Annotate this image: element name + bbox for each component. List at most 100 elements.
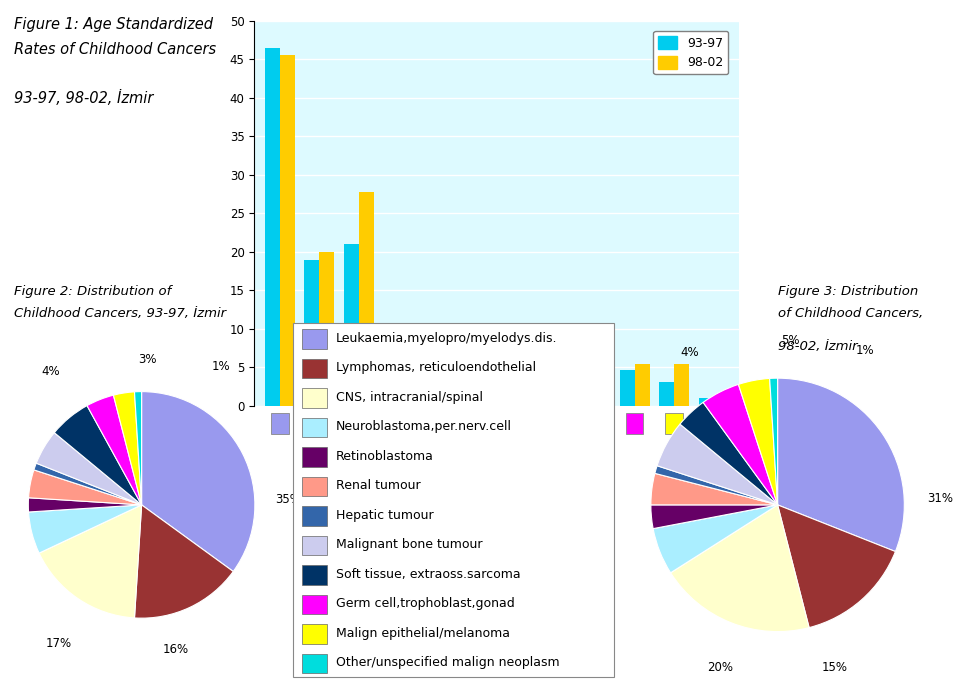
Text: 3%: 3%	[594, 547, 612, 559]
Text: 4%: 4%	[681, 346, 699, 359]
Wedge shape	[703, 384, 778, 505]
Text: 93-97, 98-02, İzmir: 93-97, 98-02, İzmir	[14, 90, 154, 106]
Wedge shape	[55, 405, 142, 505]
Bar	[398, 323, 413, 406]
FancyBboxPatch shape	[429, 412, 446, 434]
Wedge shape	[134, 391, 142, 505]
Text: Figure 2: Distribution of: Figure 2: Distribution of	[14, 285, 172, 298]
Bar	[320, 252, 334, 406]
FancyBboxPatch shape	[311, 412, 328, 434]
FancyBboxPatch shape	[293, 323, 614, 677]
Wedge shape	[738, 378, 778, 505]
Wedge shape	[29, 505, 142, 553]
Bar	[280, 56, 295, 406]
FancyBboxPatch shape	[587, 412, 604, 434]
Wedge shape	[39, 505, 142, 618]
Text: Rates of Childhood Cancers: Rates of Childhood Cancers	[14, 42, 217, 57]
Wedge shape	[657, 424, 778, 505]
Wedge shape	[778, 378, 904, 552]
Wedge shape	[141, 391, 254, 571]
Wedge shape	[653, 505, 778, 573]
Text: Figure 3: Distribution: Figure 3: Distribution	[778, 285, 918, 298]
FancyBboxPatch shape	[302, 654, 326, 673]
Wedge shape	[651, 505, 778, 529]
Text: CNS, intracranial/spinal: CNS, intracranial/spinal	[336, 391, 483, 404]
Text: 1%: 1%	[594, 496, 612, 509]
Wedge shape	[34, 463, 142, 505]
Wedge shape	[29, 470, 142, 505]
Text: Malignant bone tumour: Malignant bone tumour	[336, 538, 483, 551]
Wedge shape	[28, 498, 142, 512]
FancyBboxPatch shape	[302, 389, 326, 408]
Wedge shape	[680, 403, 778, 505]
FancyBboxPatch shape	[302, 477, 326, 496]
Bar	[438, 366, 453, 406]
FancyBboxPatch shape	[302, 448, 326, 467]
Bar	[713, 398, 729, 406]
FancyBboxPatch shape	[547, 412, 564, 434]
Text: 4%: 4%	[594, 521, 612, 534]
Bar	[620, 370, 635, 406]
Text: 4%: 4%	[594, 466, 612, 480]
Bar	[660, 382, 674, 406]
Text: 5%: 5%	[781, 334, 800, 346]
Bar	[344, 244, 359, 406]
Text: Malign epithelial/melanoma: Malign epithelial/melanoma	[336, 627, 510, 640]
Wedge shape	[113, 392, 142, 505]
Text: Hepatic tumour: Hepatic tumour	[336, 509, 434, 522]
Text: 98-02, İzmir: 98-02, İzmir	[778, 340, 857, 353]
Text: Childhood Cancers, 93-97, İzmir: Childhood Cancers, 93-97, İzmir	[14, 307, 227, 320]
Legend: 93-97, 98-02: 93-97, 98-02	[653, 31, 728, 74]
Text: 31%: 31%	[927, 492, 953, 505]
FancyBboxPatch shape	[302, 625, 326, 644]
Text: Other/unspecified malign neoplasm: Other/unspecified malign neoplasm	[336, 656, 560, 669]
Text: 6%: 6%	[594, 577, 612, 590]
Text: 4%: 4%	[41, 365, 60, 378]
Text: Figure 1: Age Standardized: Figure 1: Age Standardized	[14, 17, 213, 33]
FancyBboxPatch shape	[302, 330, 326, 349]
Bar	[265, 48, 280, 406]
FancyBboxPatch shape	[350, 412, 368, 434]
Bar	[501, 393, 516, 406]
FancyBboxPatch shape	[626, 412, 643, 434]
Text: 6%: 6%	[594, 432, 612, 446]
FancyBboxPatch shape	[302, 359, 326, 378]
FancyBboxPatch shape	[508, 412, 525, 434]
FancyBboxPatch shape	[272, 412, 289, 434]
Bar	[462, 362, 477, 406]
FancyBboxPatch shape	[302, 507, 326, 526]
Bar	[477, 364, 492, 406]
Bar	[304, 260, 320, 406]
Text: 1%: 1%	[212, 360, 230, 373]
FancyBboxPatch shape	[468, 412, 486, 434]
FancyBboxPatch shape	[302, 595, 326, 614]
Bar	[516, 391, 532, 406]
Text: 35%: 35%	[276, 493, 301, 506]
Wedge shape	[36, 432, 142, 505]
Text: Lymphomas, reticuloendothelial: Lymphomas, reticuloendothelial	[336, 361, 537, 374]
Bar	[540, 366, 556, 406]
Wedge shape	[770, 378, 778, 505]
Bar	[699, 398, 713, 406]
Text: 3%: 3%	[138, 353, 156, 366]
Wedge shape	[134, 505, 233, 618]
FancyBboxPatch shape	[302, 536, 326, 555]
Bar	[581, 350, 595, 406]
Text: 1%: 1%	[856, 344, 875, 357]
FancyBboxPatch shape	[665, 412, 683, 434]
Text: Neuroblastoma,per.nerv.cell: Neuroblastoma,per.nerv.cell	[336, 420, 513, 433]
FancyBboxPatch shape	[390, 412, 407, 434]
Wedge shape	[87, 395, 142, 505]
Wedge shape	[778, 505, 896, 627]
Text: Leukaemia,myelopro/myelodys.dis.: Leukaemia,myelopro/myelodys.dis.	[336, 332, 558, 345]
FancyBboxPatch shape	[302, 566, 326, 585]
Text: Soft tissue, extraoss.sarcoma: Soft tissue, extraoss.sarcoma	[336, 568, 521, 581]
Wedge shape	[655, 466, 778, 505]
Bar	[556, 370, 571, 406]
Text: of Childhood Cancers,: of Childhood Cancers,	[778, 307, 923, 320]
Text: 20%: 20%	[708, 661, 733, 674]
Bar	[359, 192, 373, 406]
Text: Renal tumour: Renal tumour	[336, 479, 420, 492]
FancyBboxPatch shape	[705, 412, 722, 434]
Bar	[635, 364, 650, 406]
